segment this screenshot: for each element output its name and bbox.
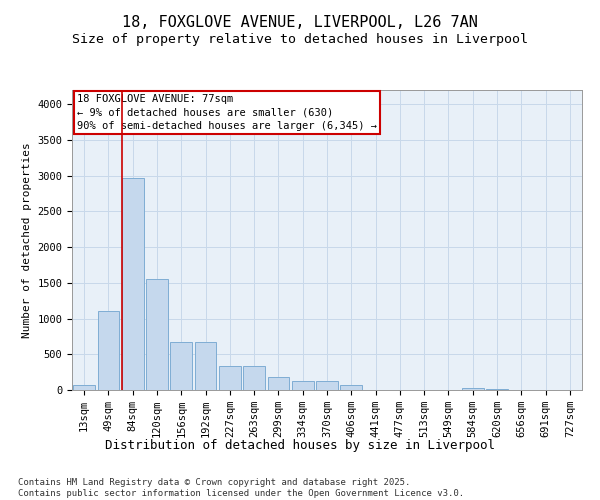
Bar	[243, 366, 265, 390]
Bar	[97, 312, 119, 390]
Text: 18 FOXGLOVE AVENUE: 77sqm
← 9% of detached houses are smaller (630)
90% of semi-: 18 FOXGLOVE AVENUE: 77sqm ← 9% of detach…	[77, 94, 377, 131]
Bar	[122, 178, 143, 390]
Bar	[486, 389, 508, 390]
Bar	[340, 384, 362, 390]
Text: Contains HM Land Registry data © Crown copyright and database right 2025.
Contai: Contains HM Land Registry data © Crown c…	[18, 478, 464, 498]
Bar	[219, 366, 241, 390]
Bar	[292, 382, 314, 390]
Bar	[316, 382, 338, 390]
Bar	[73, 386, 95, 390]
Text: Size of property relative to detached houses in Liverpool: Size of property relative to detached ho…	[72, 32, 528, 46]
Bar	[462, 388, 484, 390]
Bar	[170, 342, 192, 390]
Text: 18, FOXGLOVE AVENUE, LIVERPOOL, L26 7AN: 18, FOXGLOVE AVENUE, LIVERPOOL, L26 7AN	[122, 15, 478, 30]
Bar	[194, 342, 217, 390]
Y-axis label: Number of detached properties: Number of detached properties	[22, 142, 32, 338]
Bar	[268, 377, 289, 390]
Bar	[146, 278, 168, 390]
Text: Distribution of detached houses by size in Liverpool: Distribution of detached houses by size …	[105, 440, 495, 452]
